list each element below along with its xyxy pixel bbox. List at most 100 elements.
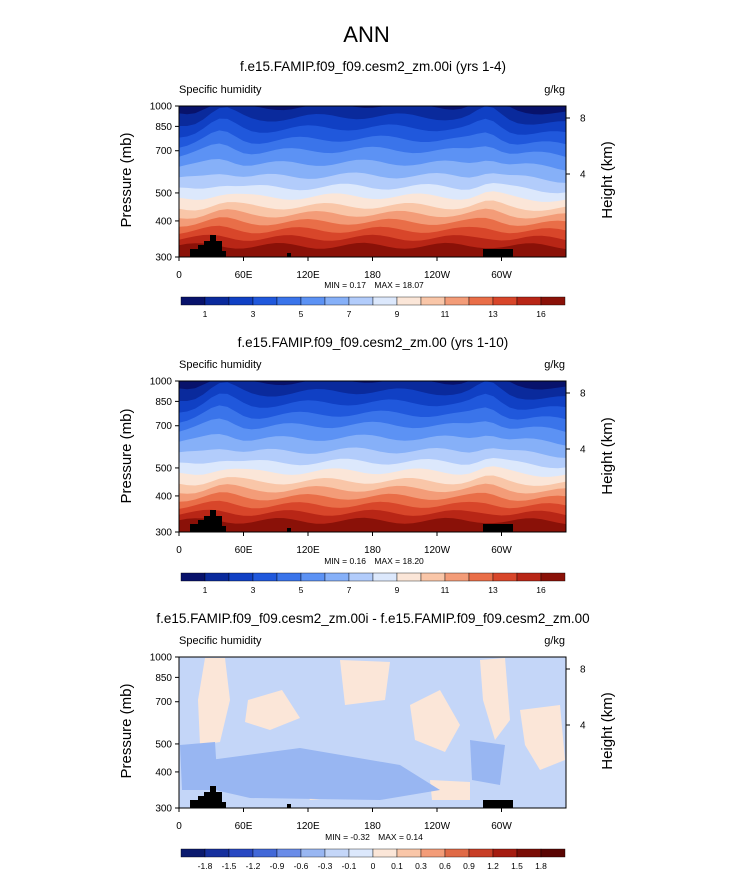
colorbar-box	[300, 848, 326, 858]
colorbar-box	[396, 572, 422, 582]
pressure-tick-label: 500	[155, 463, 172, 474]
colorbar-box	[444, 848, 470, 858]
height-tick-label: 8	[580, 665, 586, 676]
pressure-tick-label: 300	[155, 528, 172, 539]
pressure-tick-label: 500	[155, 188, 172, 199]
colorbar-box	[252, 848, 278, 858]
colorbar-box	[300, 572, 326, 582]
panel-3-minmax: MIN = -0.32 MAX = 0.14	[325, 832, 423, 842]
colorbar-label: 1.5	[511, 861, 523, 871]
colorbar-label: 13	[488, 585, 498, 595]
panel-1-colorbar: 1 3 5 7 9 11 13 16	[180, 296, 566, 319]
negative-anomaly	[210, 748, 440, 800]
colorbar-label: -1.5	[222, 861, 237, 871]
pressure-tick-label: 700	[155, 146, 172, 157]
longitude-tick-label: 60E	[235, 545, 253, 556]
panel-1-min-label: MIN =	[324, 280, 347, 290]
pressure-tick-label: 850	[155, 397, 172, 408]
panel-2-ylabel: Pressure (mb)	[118, 408, 135, 503]
colorbar-label: 3	[251, 309, 256, 319]
panel-2-max: 18.20	[403, 556, 425, 566]
panel-2-axes: 300 400 500 700 850 1000 8 4 0 60E 120E 180 120W 60W	[150, 377, 586, 557]
longitude-tick-label: 180	[364, 270, 381, 281]
colorbar-label: 5	[299, 309, 304, 319]
longitude-tick-label: 180	[364, 821, 381, 832]
positive-anomaly	[198, 658, 230, 745]
colorbar-label: 1	[203, 585, 208, 595]
longitude-tick-label: 0	[176, 545, 182, 556]
pressure-tick-label: 400	[155, 216, 172, 227]
colorbar-label: -1.8	[198, 861, 213, 871]
panel-3: f.e15.FAMIP.f09_f09.cesm2_zm.00i - f.e15…	[118, 611, 616, 871]
colorbar-box	[492, 572, 518, 582]
colorbar-box	[468, 848, 494, 858]
colorbar-box	[276, 848, 302, 858]
colorbar-label: 13	[488, 309, 498, 319]
colorbar-label: 7	[347, 309, 352, 319]
panel-3-min-label: MIN =	[325, 832, 348, 842]
colorbar-box	[348, 848, 374, 858]
colorbar-label: 0.3	[415, 861, 427, 871]
panel-3-units: g/kg	[544, 635, 565, 647]
positive-anomaly	[430, 780, 470, 800]
longitude-tick-label: 120W	[424, 545, 451, 556]
pressure-tick-label: 1000	[150, 102, 173, 113]
colorbar-label: 11	[441, 585, 450, 595]
colorbar-box	[540, 572, 566, 582]
longitude-tick-label: 180	[364, 545, 381, 556]
colorbar-box	[324, 296, 350, 306]
colorbar-label: -0.6	[294, 861, 309, 871]
panel-2-title: f.e15.FAMIP.f09_f09.cesm2_zm.00 (yrs 1-1…	[238, 335, 509, 350]
panel-2-var-label: Specific humidity	[179, 359, 262, 371]
colorbar-box	[324, 848, 350, 858]
colorbar-label: -0.9	[270, 861, 285, 871]
colorbar-box	[204, 572, 230, 582]
longitude-tick-label: 120E	[296, 270, 320, 281]
colorbar-label: -0.3	[318, 861, 333, 871]
pressure-tick-label: 300	[155, 253, 172, 264]
colorbar-box	[252, 296, 278, 306]
panel-2-y2label: Height (km)	[599, 417, 616, 495]
height-tick-label: 8	[580, 389, 586, 400]
colorbar-box	[516, 296, 542, 306]
colorbar-label: -0.1	[342, 861, 357, 871]
colorbar-box	[516, 572, 542, 582]
longitude-tick-label: 0	[176, 270, 182, 281]
colorbar-box	[420, 848, 446, 858]
contour-band	[179, 242, 566, 257]
colorbar-label: 0.9	[463, 861, 475, 871]
colorbar-box	[228, 296, 254, 306]
colorbar-label: 16	[536, 585, 546, 595]
figure-title: ANN	[343, 22, 390, 47]
colorbar-box	[468, 296, 494, 306]
longitude-tick-label: 60E	[235, 270, 253, 281]
panel-1-max: 18.07	[403, 280, 425, 290]
longitude-tick-label: 120W	[424, 821, 451, 832]
colorbar-label: 0.6	[439, 861, 451, 871]
topography-mask	[287, 804, 291, 808]
colorbar-box	[396, 848, 422, 858]
longitude-tick-label: 120E	[296, 545, 320, 556]
panel-1-units: g/kg	[544, 84, 565, 96]
topography-mask	[190, 786, 226, 808]
positive-anomaly	[410, 690, 460, 752]
colorbar-box	[276, 296, 302, 306]
panel-3-plot	[179, 657, 566, 808]
colorbar-label: 7	[347, 585, 352, 595]
colorbar-label: 11	[441, 309, 450, 319]
pressure-tick-label: 400	[155, 767, 172, 778]
colorbar-box	[348, 296, 374, 306]
colorbar-box	[228, 572, 254, 582]
colorbar-box	[444, 572, 470, 582]
panel-2-minmax: MIN = 0.16 MAX = 18.20	[324, 556, 424, 566]
panel-1-axes: 300 400 500 700 850 1000 8 4 0 60E 120E 180 120W 60W	[150, 102, 586, 282]
panel-1: f.e15.FAMIP.f09_f09.cesm2_zm.00i (yrs 1-…	[118, 59, 616, 319]
pressure-tick-label: 400	[155, 491, 172, 502]
pressure-tick-label: 700	[155, 421, 172, 432]
panel-1-y2label: Height (km)	[599, 141, 616, 219]
colorbar-label: 9	[395, 585, 400, 595]
topography-mask	[483, 249, 513, 257]
colorbar-box	[372, 296, 398, 306]
height-tick-label: 4	[580, 721, 586, 732]
